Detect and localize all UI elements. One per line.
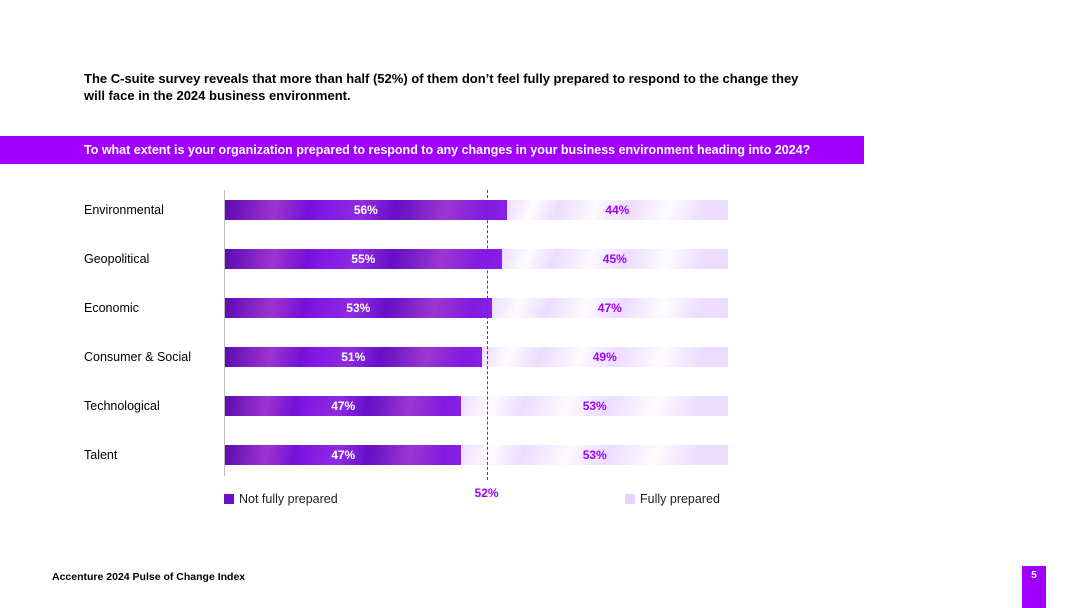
value-label-fully-prepared-environmental: 44% [605, 203, 630, 217]
question-banner: To what extent is your organization prep… [0, 136, 864, 164]
reference-line-52 [486, 190, 488, 480]
value-label-not-fully-prepared-consumer-social: 51% [341, 350, 366, 364]
legend-swatch-fully-prepared [625, 494, 635, 504]
value-label-not-fully-prepared-economic: 53% [346, 301, 371, 315]
bar-not-fully-prepared-technological [225, 396, 462, 416]
page-number: 5 [1022, 566, 1046, 608]
bar-not-fully-prepared-geopolitical [225, 249, 502, 269]
category-label-economic: Economic [84, 301, 139, 315]
legend-label-fully-prepared: Fully prepared [640, 492, 720, 506]
value-label-not-fully-prepared-geopolitical: 55% [351, 252, 376, 266]
legend-label-not-fully-prepared: Not fully prepared [239, 492, 338, 506]
bar-not-fully-prepared-talent [225, 445, 462, 465]
legend-swatch-not-fully-prepared [224, 494, 234, 504]
bar-not-fully-prepared-environmental [225, 200, 507, 220]
bar-fully-prepared-talent [461, 445, 728, 465]
bar-fully-prepared-geopolitical [501, 249, 728, 269]
bar-not-fully-prepared-economic [225, 298, 492, 318]
category-label-environmental: Environmental [84, 203, 164, 217]
value-label-fully-prepared-consumer-social: 49% [592, 350, 617, 364]
headline: The C-suite survey reveals that more tha… [84, 71, 799, 103]
legend-fully-prepared: Fully prepared [625, 492, 720, 506]
value-label-fully-prepared-talent: 53% [582, 448, 607, 462]
y-axis-line [224, 190, 225, 476]
value-label-fully-prepared-geopolitical: 45% [602, 252, 627, 266]
bar-fully-prepared-environmental [506, 200, 728, 220]
value-label-not-fully-prepared-talent: 47% [331, 448, 356, 462]
category-label-geopolitical: Geopolitical [84, 252, 150, 266]
reference-line-label: 52% [474, 486, 499, 500]
bar-fully-prepared-technological [461, 396, 728, 416]
category-label-talent: Talent [84, 448, 118, 462]
value-label-not-fully-prepared-technological: 47% [331, 399, 356, 413]
value-label-fully-prepared-technological: 53% [582, 399, 607, 413]
bar-not-fully-prepared-consumer-social [225, 347, 482, 367]
category-label-technological: Technological [84, 399, 160, 413]
footer-source: Accenture 2024 Pulse of Change Index [52, 571, 246, 583]
question-text: To what extent is your organization prep… [84, 143, 811, 157]
bar-fully-prepared-economic [491, 298, 728, 318]
value-label-not-fully-prepared-environmental: 56% [353, 203, 378, 217]
category-label-consumer-social: Consumer & Social [84, 350, 191, 364]
value-label-fully-prepared-economic: 47% [597, 301, 622, 315]
legend-not-fully-prepared: Not fully prepared [224, 492, 338, 506]
bar-fully-prepared-consumer-social [481, 347, 728, 367]
